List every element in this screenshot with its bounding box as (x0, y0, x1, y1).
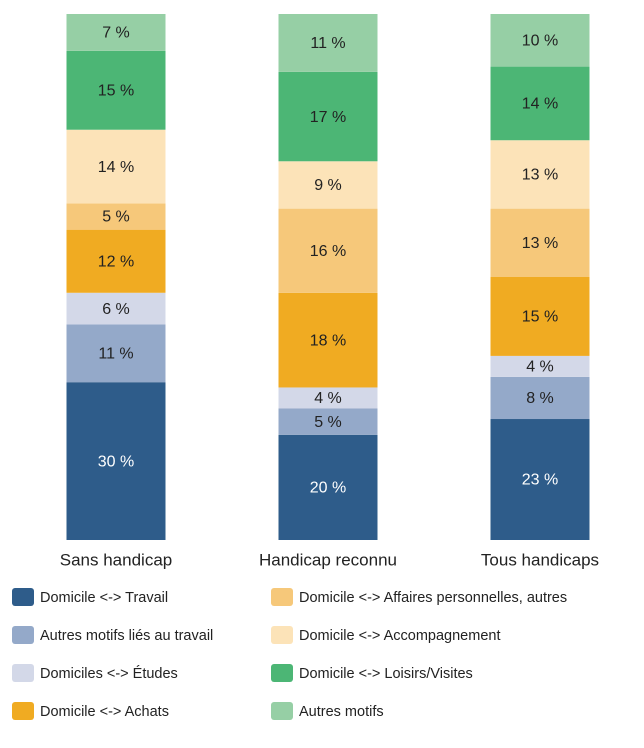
bar-segment (490, 355, 590, 377)
bar-segment (490, 140, 590, 209)
value-label: 14 % (98, 159, 134, 176)
bar-segment (66, 229, 166, 293)
value-label: 17 % (310, 109, 346, 126)
value-label: 12 % (98, 253, 134, 270)
value-label: 15 % (98, 82, 134, 99)
legend-label: Domicile <-> Accompagnement (299, 628, 501, 644)
value-label: 14 % (522, 96, 558, 113)
legend-label: Domicile <-> Travail (40, 590, 168, 606)
bar-segment (66, 324, 166, 383)
bar-segment (66, 292, 166, 325)
legend-label: Domicile <-> Achats (40, 704, 169, 720)
bar-segment (66, 50, 166, 130)
value-label: 5 % (102, 209, 130, 226)
legend-label: Autres motifs (299, 704, 384, 720)
bar-segment (278, 387, 378, 409)
value-label: 23 % (522, 472, 558, 489)
bar-segment (278, 14, 378, 72)
bar-segment (66, 129, 166, 204)
bar-segment (278, 434, 378, 540)
value-label: 10 % (522, 33, 558, 50)
value-label: 4 % (526, 359, 554, 376)
x-tick-label: Tous handicaps (481, 550, 599, 569)
value-label: 6 % (102, 301, 130, 318)
x-tick-label: Handicap reconnu (259, 550, 397, 569)
bar-segment (490, 419, 590, 540)
legend-swatch (12, 664, 34, 682)
bar-segment (490, 66, 590, 141)
value-label: 13 % (522, 235, 558, 252)
value-label: 20 % (310, 480, 346, 497)
x-tick-label: Sans handicap (60, 550, 172, 569)
bar-segment (490, 277, 590, 356)
legend-swatch (271, 626, 293, 644)
value-label: 11 % (98, 345, 133, 362)
bar-segment (278, 292, 378, 388)
value-label: 11 % (310, 35, 345, 52)
legend-label: Domicile <-> Loisirs/Visites (299, 666, 473, 682)
legend-swatch (12, 626, 34, 644)
legend-swatch (12, 702, 34, 720)
bar-segment (66, 382, 166, 540)
legend-label: Domiciles <-> Études (40, 665, 178, 682)
value-label: 8 % (526, 390, 554, 407)
value-label: 13 % (522, 167, 558, 184)
value-label: 16 % (310, 243, 346, 260)
bar-segment (66, 203, 166, 230)
bar-segment (490, 208, 590, 277)
value-label: 7 % (102, 25, 130, 42)
bar-segment (278, 71, 378, 162)
value-label: 9 % (314, 177, 342, 194)
legend-swatch (271, 664, 293, 682)
bar-segment (278, 161, 378, 209)
legend-swatch (271, 588, 293, 606)
bar-segment (66, 14, 166, 51)
legend-label: Autres motifs liés au travail (40, 628, 213, 644)
value-label: 15 % (522, 309, 558, 326)
bar-segment (278, 408, 378, 435)
legend-swatch (12, 588, 34, 606)
value-label: 5 % (314, 414, 342, 431)
legend-label: Domicile <-> Affaires personnelles, autr… (299, 590, 567, 606)
legend-swatch (271, 702, 293, 720)
value-label: 30 % (98, 453, 134, 470)
bar-segment (490, 14, 590, 67)
bar-segment (278, 208, 378, 293)
value-label: 18 % (310, 332, 346, 349)
bar-segment (490, 376, 590, 420)
value-label: 4 % (314, 390, 342, 407)
